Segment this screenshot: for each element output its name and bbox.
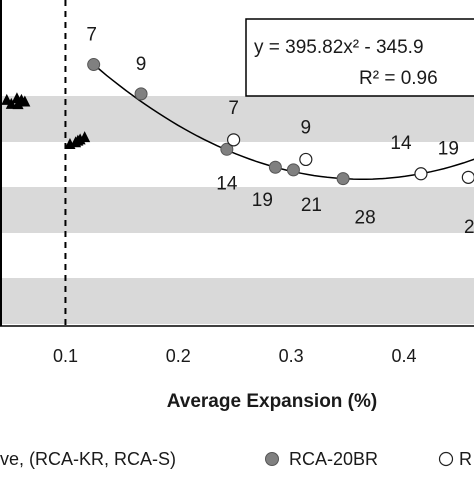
data-point-open bbox=[414, 167, 428, 181]
markers bbox=[1, 58, 474, 186]
data-point-open bbox=[227, 133, 241, 147]
equation-text: y = 395.82x² - 345.9 bbox=[254, 37, 424, 58]
data-point-rca-20br bbox=[220, 142, 234, 156]
data-point-rca-20br bbox=[134, 87, 148, 101]
point-label: 19 bbox=[438, 138, 459, 159]
grid-band bbox=[0, 187, 474, 233]
grid-band bbox=[0, 278, 474, 324]
equation-box-frame bbox=[245, 18, 474, 97]
data-point-triangle bbox=[72, 134, 84, 146]
data-point-triangle bbox=[11, 92, 23, 104]
legend-text-open: R bbox=[459, 449, 472, 469]
x-tick-labels: 0.1 0.2 0.3 0.4 bbox=[53, 346, 417, 366]
data-point-rca-20br bbox=[268, 160, 282, 174]
point-label: 28 bbox=[355, 208, 376, 229]
data-point-open bbox=[461, 170, 474, 184]
point-label: 9 bbox=[301, 117, 312, 138]
legend: ve, (RCA-KR, RCA-S) RCA-20BR R bbox=[0, 449, 472, 469]
data-point-triangle bbox=[5, 97, 17, 109]
data-point-rca-20br bbox=[336, 172, 350, 186]
legend-text-triangles: ve, (RCA-KR, RCA-S) bbox=[0, 449, 176, 469]
point-label: 19 bbox=[252, 190, 273, 211]
legend-marker-filled-circle bbox=[265, 452, 279, 466]
point-label: 9 bbox=[136, 54, 147, 75]
legend-marker-open-circle bbox=[438, 451, 454, 467]
point-label: 14 bbox=[390, 133, 412, 154]
x-tick-label: 0.2 bbox=[166, 346, 191, 366]
x-tick-label: 0.4 bbox=[392, 346, 417, 366]
point-label-partial: 2 bbox=[464, 217, 474, 238]
point-label: 7 bbox=[86, 25, 97, 46]
point-label: 21 bbox=[301, 195, 322, 216]
data-point-rca-20br bbox=[286, 163, 300, 177]
x-axis-label: Average Expansion (%) bbox=[167, 391, 377, 412]
r-squared-text: R² = 0.96 bbox=[359, 68, 438, 89]
equation-box: y = 395.82x² - 345.9 R² = 0.96 bbox=[245, 18, 474, 97]
data-point-open bbox=[299, 152, 313, 167]
point-label: 7 bbox=[228, 98, 239, 119]
data-point-triangle bbox=[79, 131, 91, 143]
point-labels: 7 9 14 19 21 28 7 9 14 19 2 bbox=[86, 25, 474, 238]
data-point-rca-20br bbox=[87, 58, 101, 72]
x-tick-label: 0.3 bbox=[279, 346, 304, 366]
legend-text-rca-20br: RCA-20BR bbox=[289, 449, 378, 469]
x-tick-label: 0.1 bbox=[53, 346, 78, 366]
grid-bands bbox=[0, 96, 474, 324]
point-label: 14 bbox=[216, 173, 238, 194]
